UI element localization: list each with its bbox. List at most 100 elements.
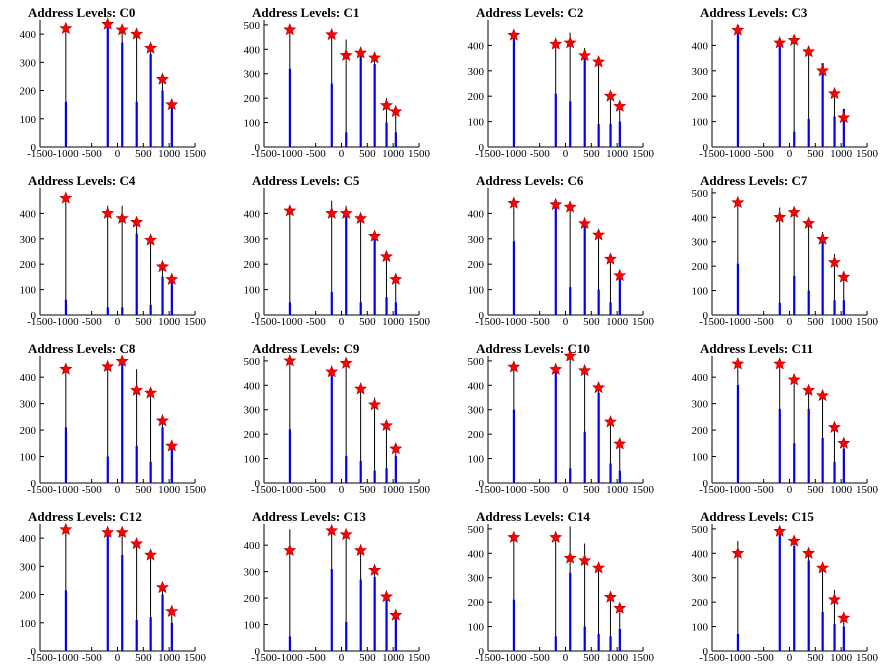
blue-bar: [359, 579, 362, 651]
blue-bar: [135, 619, 138, 651]
star-marker: [115, 525, 129, 538]
star-marker: [354, 543, 368, 556]
x-tick-label: -500: [530, 652, 551, 664]
y-tick-label: 300: [468, 573, 485, 585]
blue-bar: [793, 275, 796, 315]
star-marker: [368, 563, 382, 576]
x-tick-label: -500: [82, 316, 103, 328]
y-tick-label: 400: [692, 212, 709, 224]
star-marker: [339, 356, 353, 369]
x-tick-label: 500: [359, 316, 376, 328]
y-tick-label: 0: [31, 478, 37, 490]
blue-bar: [330, 83, 333, 147]
star-marker: [613, 437, 627, 450]
blue-bar: [583, 221, 586, 315]
y-tick-label: 0: [31, 310, 37, 322]
blue-bar: [807, 290, 810, 315]
chart-panel-1: Address Levels: C10100200300400500-1500-…: [244, 5, 431, 160]
chart-title: Address Levels: C1: [252, 5, 359, 20]
star-marker: [563, 551, 577, 564]
blue-bar: [842, 448, 845, 483]
y-tick-label: 300: [468, 66, 485, 78]
blue-bar: [345, 456, 348, 483]
blue-bar: [736, 263, 740, 315]
chart-panel-12: Address Levels: C12 0 100 200 300 400 -1500 -10…: [20, 509, 207, 664]
y-tick-label: 0: [255, 310, 261, 322]
chart-title: Address Levels: C13: [252, 509, 366, 524]
y-tick-label: 400: [692, 40, 709, 52]
chart-title: Address Levels: C2: [476, 5, 583, 20]
star-marker: [59, 191, 73, 204]
chart-panel-4: Address Levels: C4 0 100 200 300 400 -1500 -100…: [20, 173, 207, 328]
y-tick-label: 0: [703, 646, 709, 658]
x-tick-label: 0: [787, 148, 793, 160]
y-tick-label: 0: [31, 646, 37, 658]
chart-title: Address Levels: C4: [28, 173, 136, 188]
y-tick-label: 400: [692, 548, 709, 560]
chart-panel-3: Address Levels: C3 0 100 200 300 400 -1500 -100…: [692, 5, 879, 160]
blue-bar: [385, 468, 388, 483]
blue-bar: [373, 233, 376, 315]
star-marker: [165, 439, 179, 452]
x-tick-label: 500: [583, 316, 600, 328]
blue-bar: [161, 594, 164, 651]
y-tick-label: 400: [468, 208, 485, 220]
x-tick-label: 1500: [408, 484, 431, 496]
blue-bar: [106, 307, 109, 315]
star-marker: [592, 381, 606, 394]
y-tick-label: 400: [20, 29, 37, 41]
x-tick-label: -1500: [27, 316, 53, 328]
y-tick-label: 400: [20, 533, 37, 545]
blue-bar: [288, 429, 292, 483]
chart-panel-11: Address Levels: C11 0 100 200 300 400 -1500 -10…: [692, 341, 879, 496]
chart-panel-9: Address Levels: C90100200300400500-1500-…: [244, 341, 431, 496]
blue-bar: [385, 122, 388, 147]
blue-bar: [736, 385, 740, 483]
x-tick-label: 1000: [158, 652, 181, 664]
blue-bar: [609, 124, 612, 147]
y-tick-label: 500: [692, 188, 709, 200]
blue-bar: [385, 598, 388, 651]
x-tick-label: -1000: [725, 484, 751, 496]
y-tick-label: 400: [468, 40, 485, 52]
blue-bar: [597, 289, 600, 315]
star-marker: [325, 27, 339, 41]
x-tick-label: 0: [787, 316, 793, 328]
y-tick-label: 100: [20, 452, 37, 464]
blue-bar: [618, 470, 621, 483]
star-marker: [144, 41, 158, 54]
blue-bar: [583, 626, 586, 651]
star-marker: [283, 22, 297, 36]
y-tick-label: 200: [20, 86, 37, 98]
y-tick-label: 300: [692, 66, 709, 78]
blue-bar: [597, 633, 600, 651]
star-marker: [837, 110, 851, 124]
star-marker: [339, 206, 353, 219]
blue-bar: [842, 108, 845, 147]
y-tick-label: 200: [20, 590, 37, 602]
chart-panel-13: Address Levels: C13 0 100 200 300 400 -1500 -10…: [244, 509, 431, 664]
y-tick-label: 300: [20, 561, 37, 573]
blue-bar: [609, 302, 612, 315]
chart-title: Address Levels: C5: [252, 173, 360, 188]
blue-bar: [821, 234, 824, 315]
blue-bar: [373, 63, 376, 147]
blue-bar: [821, 611, 824, 651]
star-marker: [325, 523, 339, 537]
y-tick-label: 200: [692, 425, 709, 437]
x-tick-label: 0: [563, 652, 569, 664]
x-tick-label: -500: [306, 148, 327, 160]
y-tick-label: 300: [692, 237, 709, 249]
y-tick-label: 100: [468, 454, 485, 466]
x-tick-label: 500: [359, 652, 376, 664]
blue-bar: [554, 93, 557, 147]
blue-bar: [512, 599, 516, 651]
x-tick-label: -500: [530, 316, 551, 328]
star-marker: [787, 205, 801, 218]
y-tick-label: 300: [20, 57, 37, 69]
blue-bar: [736, 25, 740, 147]
star-marker: [144, 386, 158, 399]
y-tick-label: 300: [692, 573, 709, 585]
blue-bar: [170, 279, 173, 315]
